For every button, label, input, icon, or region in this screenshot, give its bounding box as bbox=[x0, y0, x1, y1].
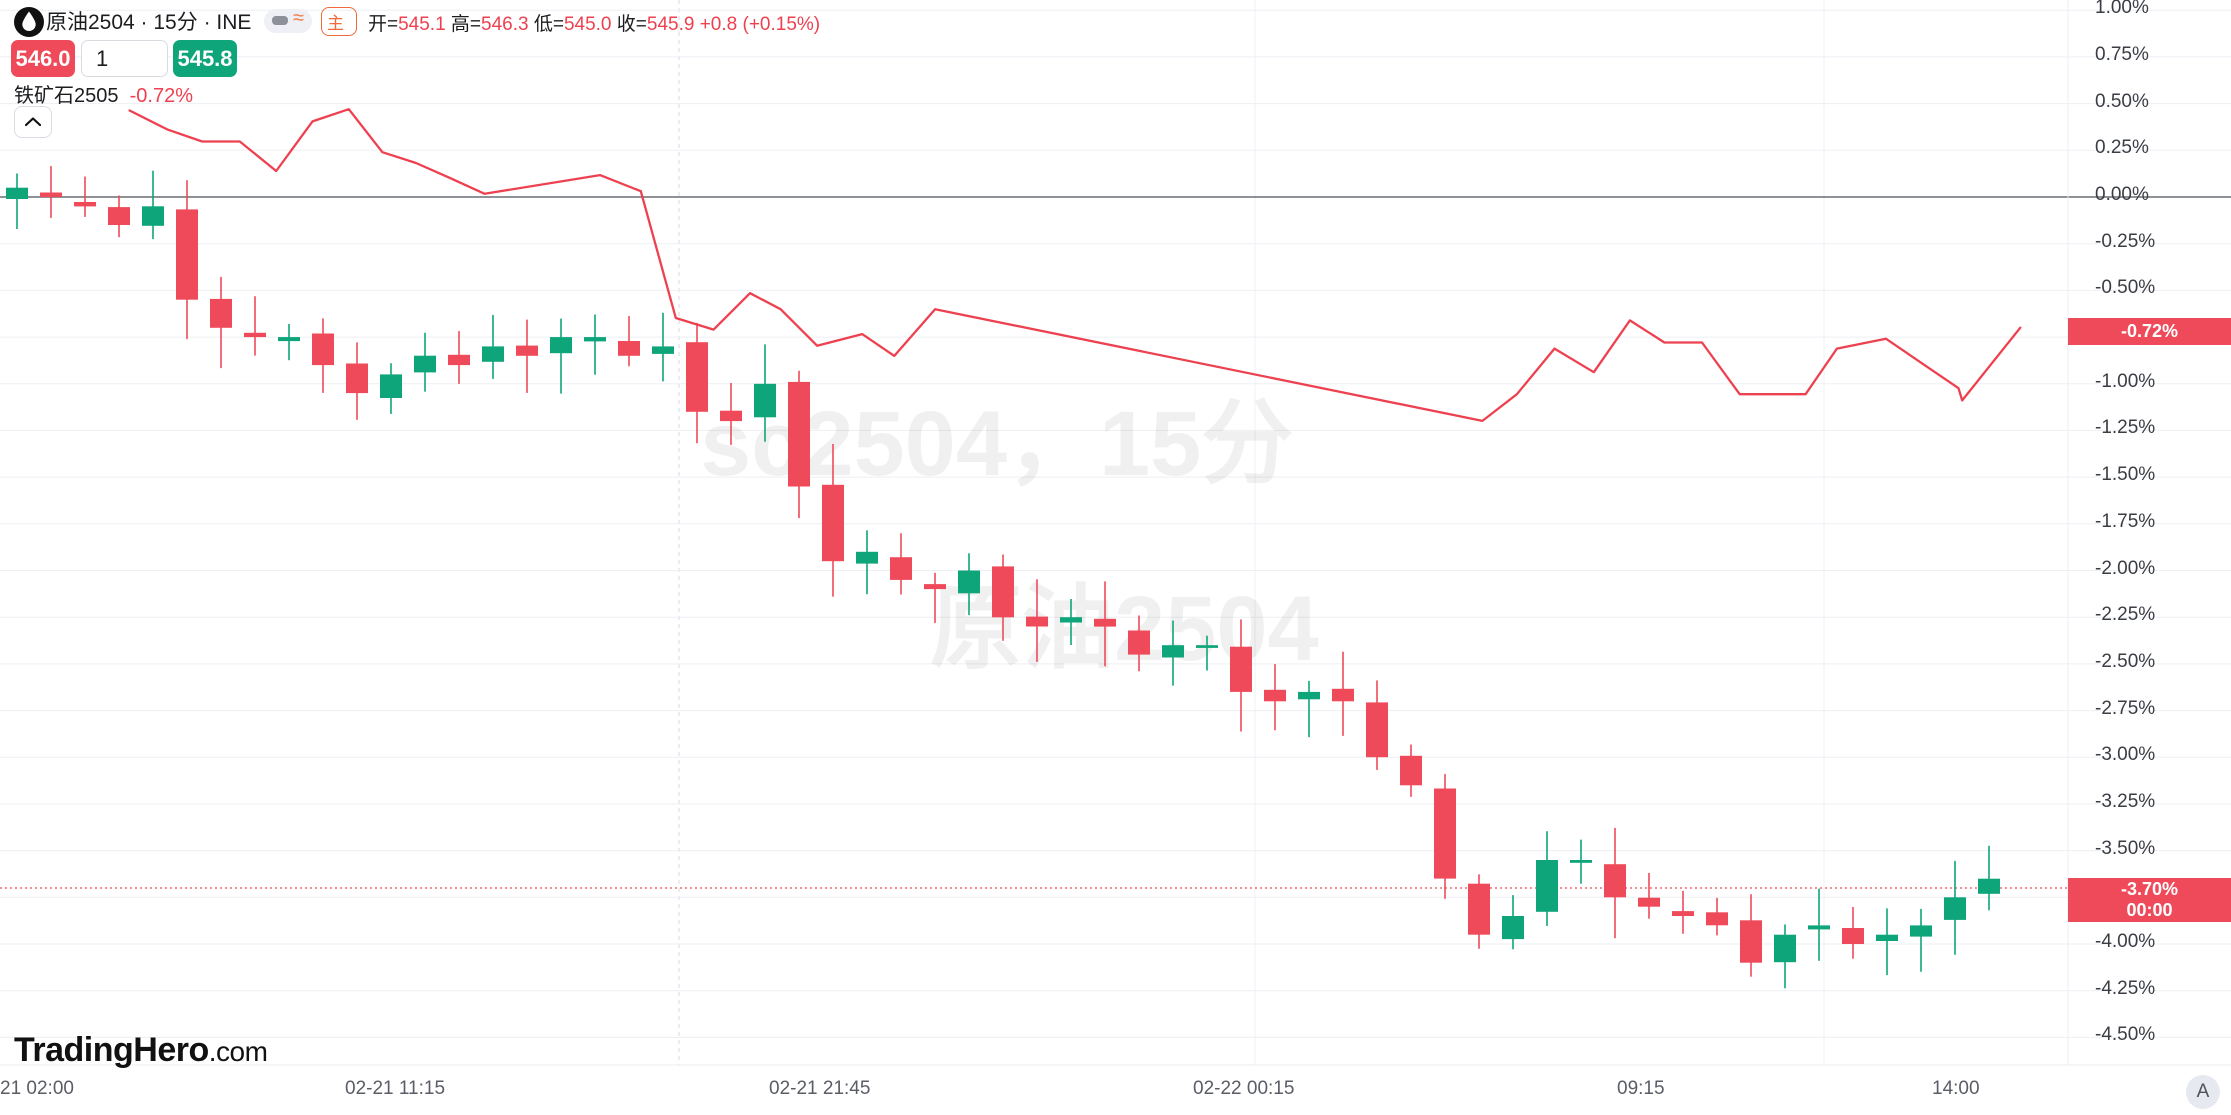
svg-text:原油2504: 原油2504 bbox=[930, 578, 1319, 680]
